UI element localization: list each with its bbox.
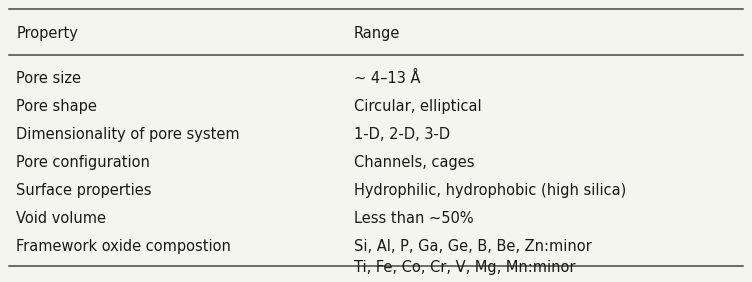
Text: Void volume: Void volume xyxy=(17,211,106,226)
Text: Dimensionality of pore system: Dimensionality of pore system xyxy=(17,127,240,142)
Text: Framework oxide compostion: Framework oxide compostion xyxy=(17,239,232,254)
Text: Circular, elliptical: Circular, elliptical xyxy=(353,99,481,114)
Text: Less than ~50%: Less than ~50% xyxy=(353,211,473,226)
Text: Channels, cages: Channels, cages xyxy=(353,155,474,170)
Text: Si, Al, P, Ga, Ge, B, Be, Zn:minor
Ti, Fe, Co, Cr, V, Mg, Mn:minor: Si, Al, P, Ga, Ge, B, Be, Zn:minor Ti, F… xyxy=(353,239,591,275)
Text: Hydrophilic, hydrophobic (high silica): Hydrophilic, hydrophobic (high silica) xyxy=(353,183,626,198)
Text: Surface properties: Surface properties xyxy=(17,183,152,198)
Text: ~ 4–13 Å: ~ 4–13 Å xyxy=(353,71,420,86)
Text: Range: Range xyxy=(353,26,400,41)
Text: Pore shape: Pore shape xyxy=(17,99,97,114)
Text: 1-D, 2-D, 3-D: 1-D, 2-D, 3-D xyxy=(353,127,450,142)
Text: Pore size: Pore size xyxy=(17,71,81,86)
Text: Pore configuration: Pore configuration xyxy=(17,155,150,170)
Text: Property: Property xyxy=(17,26,78,41)
